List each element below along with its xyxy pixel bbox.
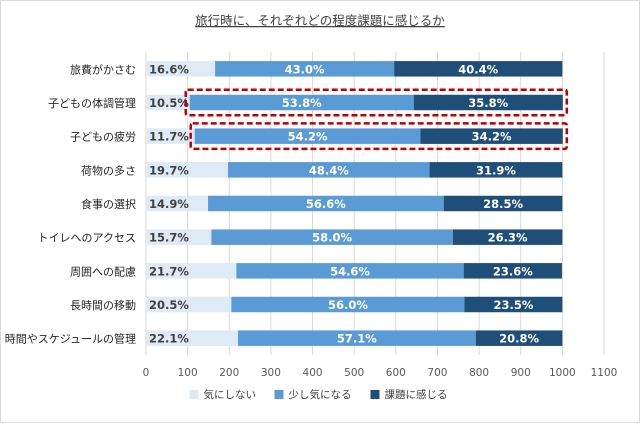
bar-segment (228, 162, 430, 178)
category-label: 子どもの体調管理 (48, 96, 136, 110)
bar-segment (464, 296, 563, 313)
data-labels: 16.6% 43.0% 40.4% 10.5% 53.8% 35.8% 11.7% 54.2%… (149, 62, 539, 345)
data-label: 56.6% (306, 197, 346, 211)
category-label: 荷物の多さ (81, 163, 136, 177)
x-tick-label: 100 (178, 367, 198, 379)
category-label: 子どもの疲労 (70, 130, 136, 144)
data-label: 10.5% (149, 96, 189, 110)
bar-segment (211, 229, 453, 245)
bars (146, 61, 563, 346)
bar-segment (146, 94, 190, 111)
data-label: 40.4% (458, 62, 498, 76)
chart-title: 旅行時に、それぞれどの程度課題に感じるか (195, 13, 445, 28)
bar-segment (194, 128, 421, 144)
legend-label: 課題に感じる (385, 388, 448, 401)
data-label: 26.3% (488, 231, 528, 245)
x-tick-label: 0 (143, 367, 150, 379)
legend-swatch (370, 390, 380, 399)
data-label: 19.7% (149, 163, 189, 177)
x-tick-label: 1000 (549, 367, 576, 379)
data-label: 43.0% (285, 62, 325, 76)
bar-segment (231, 296, 465, 313)
bar-segment (394, 61, 563, 77)
category-label: 周囲への配慮 (70, 264, 136, 278)
data-label: 54.6% (330, 264, 370, 278)
x-tick-label: 300 (261, 367, 281, 379)
data-label: 23.5% (493, 298, 533, 312)
category-label: 時間やスケジュールの管理 (5, 332, 136, 346)
x-tick-label: 500 (344, 367, 364, 379)
data-label: 53.8% (282, 96, 322, 110)
x-tick-label: 700 (427, 367, 447, 379)
bar-segment (463, 263, 562, 279)
legend-label: 気にしない (204, 388, 257, 401)
bar-segment (146, 128, 195, 144)
data-label: 15.7% (149, 231, 189, 245)
x-tick-label: 400 (303, 367, 323, 379)
x-tick-label: 200 (219, 367, 239, 379)
category-label: 長時間の移動 (70, 298, 136, 312)
data-label: 56.0% (328, 298, 368, 312)
data-label: 11.7% (149, 130, 189, 144)
bar-segment (452, 229, 563, 245)
highlight-box (184, 88, 569, 117)
bar-segment (146, 162, 229, 178)
data-label: 58.0% (312, 231, 352, 245)
x-tick-label: 1100 (591, 367, 618, 379)
category-labels: 旅費がかさむ子どもの体調管理子どもの疲労荷物の多さ食事の選択トイレへのアクセス周… (5, 62, 136, 345)
data-label: 48.4% (309, 163, 349, 177)
bar-segment (238, 330, 476, 346)
bar-segment (146, 330, 239, 346)
bar-segment (215, 61, 395, 77)
bar-segment (146, 263, 237, 279)
bar-segment (420, 128, 563, 144)
data-label: 21.7% (149, 264, 189, 278)
bar-segment (208, 195, 444, 212)
x-tick-label: 600 (386, 367, 406, 379)
bar-segment (146, 61, 216, 77)
data-label: 34.2% (472, 130, 512, 144)
legend-label: 少し気になる (289, 388, 352, 401)
x-tick-label: 900 (511, 367, 531, 379)
data-label: 28.5% (483, 197, 523, 211)
bar-segment (443, 195, 563, 212)
category-label: 旅費がかさむ (70, 62, 136, 76)
legend-swatch (274, 390, 284, 399)
x-axis-ticks: 0 100 200 300 400 500 600 700 800 900 1000 1100 (143, 367, 618, 379)
legend-swatch (189, 390, 199, 399)
bar-segment (475, 330, 563, 346)
data-label: 57.1% (337, 332, 377, 346)
bar-segment (146, 195, 209, 212)
data-label: 20.5% (149, 298, 189, 312)
bar-segment (189, 94, 414, 111)
data-label: 22.1% (149, 332, 189, 346)
highlight-box (189, 122, 569, 151)
category-label: 食事の選択 (81, 197, 136, 211)
data-label: 54.2% (288, 130, 328, 144)
legend: 気にしない 少し気になる 課題に感じる (189, 388, 448, 401)
x-tick-label: 800 (469, 367, 489, 379)
data-label: 23.6% (493, 264, 533, 278)
data-label: 20.8% (499, 332, 539, 346)
bar-segment (146, 296, 232, 313)
bar-segment (429, 162, 563, 178)
bar-segment (236, 263, 464, 279)
highlight-boxes (184, 88, 569, 151)
category-label: トイレへのアクセス (38, 232, 136, 245)
data-label: 35.8% (468, 96, 508, 110)
data-label: 16.6% (149, 62, 189, 76)
data-label: 31.9% (476, 163, 516, 177)
bar-segment (146, 229, 212, 245)
data-label: 14.9% (149, 197, 189, 211)
bar-segment (413, 94, 563, 111)
